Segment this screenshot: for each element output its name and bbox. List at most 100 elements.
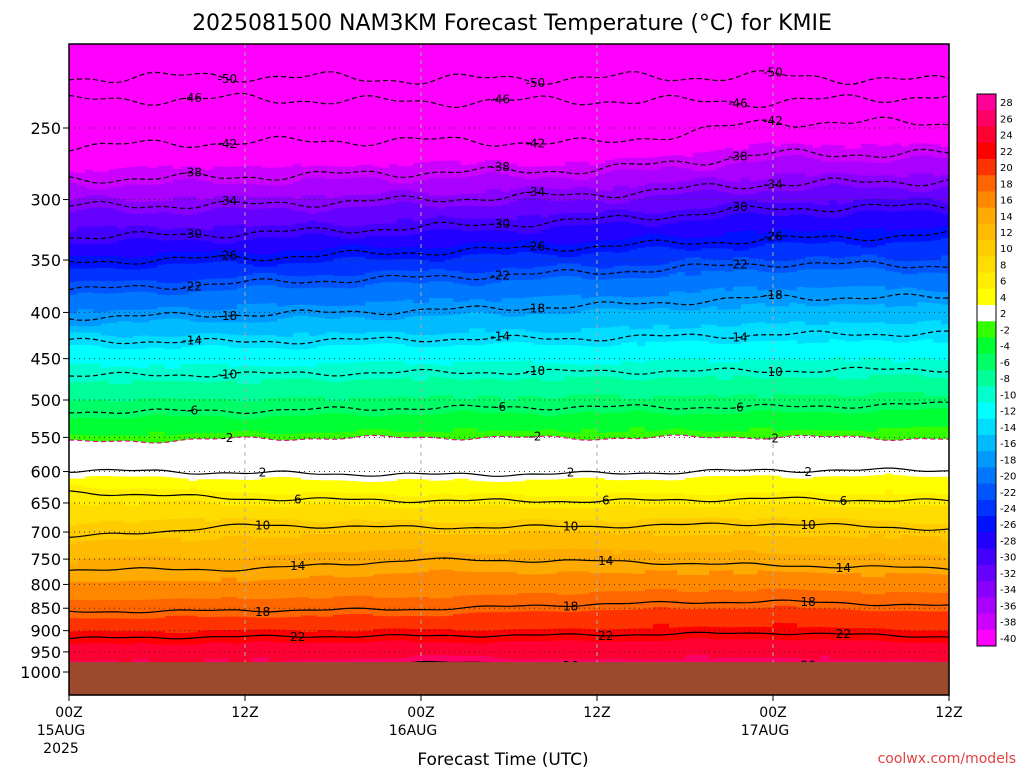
band-cell [389,494,398,502]
band-cell [165,113,174,121]
band-cell [165,435,174,443]
band-cell [341,160,350,168]
band-cell [117,501,126,509]
band-cell [93,166,102,173]
band-cell [421,546,430,554]
band-cell [309,521,318,529]
band-cell [189,427,198,434]
band-cell [397,549,406,556]
band-cell [341,50,350,58]
band-cell [141,539,150,546]
band-cell [365,338,374,345]
band-cell [373,126,382,134]
band-cell [245,636,254,644]
band-cell [357,422,366,431]
band-cell [349,311,358,318]
band-cell [325,592,334,599]
band-cell [381,343,390,350]
band-cell [357,90,366,97]
band-cell [325,49,334,56]
band-cell [293,623,302,632]
band-cell [165,171,174,178]
band-cell [301,415,310,422]
band-cell [213,138,222,145]
band-cell [229,80,238,89]
band-cell [229,256,238,263]
band-cell [165,531,174,539]
band-cell [397,496,406,503]
band-cell [413,381,422,388]
band-cell [157,336,166,343]
band-cell [429,569,438,577]
band-cell [101,136,110,144]
band-cell [261,203,270,210]
band-cell [93,44,102,51]
band-cell [229,347,238,355]
band-cell [357,96,366,103]
band-cell [93,99,102,107]
band-cell [317,128,326,136]
band-cell [261,617,270,625]
band-cell [197,98,206,105]
band-cell [69,313,78,321]
band-cell [85,529,94,536]
band-cell [405,247,414,254]
band-cell [429,642,438,650]
band-cell [341,305,350,313]
band-cell [101,213,110,221]
band-cell [157,147,166,155]
band-cell [285,243,294,252]
band-cell [365,625,374,632]
band-cell [245,309,254,317]
band-cell [125,118,134,126]
band-cell [173,586,182,594]
band-cell [261,132,270,140]
band-cell [405,409,414,416]
band-cell [149,637,158,645]
band-cell [269,231,278,238]
band-cell [285,125,294,133]
band-cell [125,286,134,293]
band-cell [357,570,366,578]
band-cell [269,566,278,574]
band-cell [213,143,222,151]
band-cell [173,428,182,436]
band-cell [325,653,334,661]
band-cell [373,441,382,448]
band-cell [421,296,430,304]
band-cell [277,161,286,168]
band-cell [133,89,142,97]
band-cell [333,166,342,174]
band-cell [333,208,342,215]
band-cell [325,248,334,256]
band-cell [277,385,286,392]
band-cell [173,263,182,271]
band-cell [221,78,230,85]
band-cell [109,225,118,232]
band-cell [133,429,142,437]
band-cell [429,212,438,219]
band-cell [421,193,430,201]
band-cell [141,574,150,582]
band-cell [405,107,414,114]
band-cell [293,472,302,479]
band-cell [157,370,166,377]
band-cell [149,320,158,327]
band-cell [317,217,326,224]
band-cell [149,303,158,310]
band-cell [213,267,222,274]
band-cell [317,275,326,283]
band-cell [221,328,230,335]
band-cell [181,416,190,423]
band-cell [69,649,78,656]
band-cell [253,159,262,167]
band-cell [293,49,302,56]
band-cell [245,383,254,391]
band-cell [93,232,102,240]
band-cell [429,254,438,263]
band-cell [389,449,398,457]
band-cell [373,325,382,333]
band-cell [309,348,318,356]
band-cell [101,195,110,203]
band-cell [333,173,342,180]
